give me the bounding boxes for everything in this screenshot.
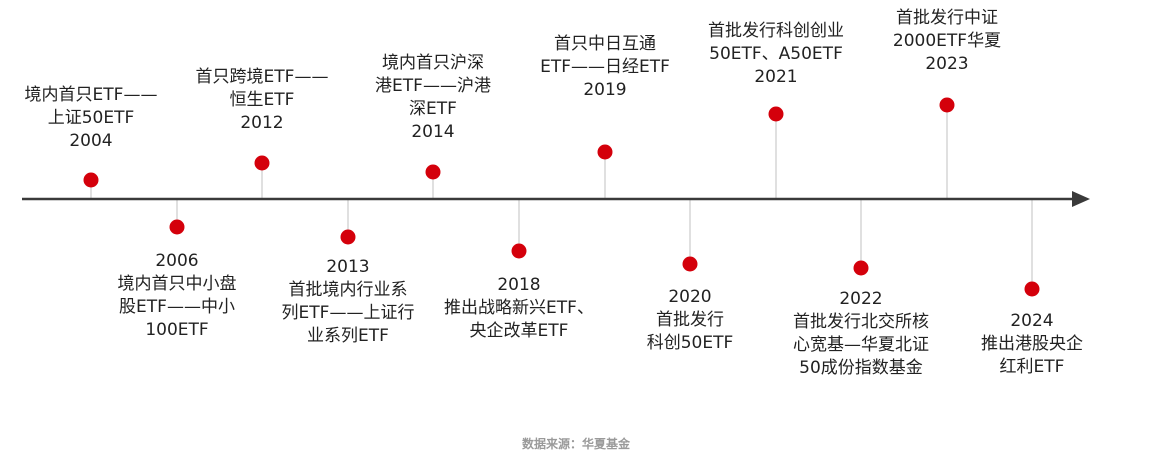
- event-description-line: 100ETF: [145, 320, 209, 340]
- event-description-line: 首批发行北交所核: [793, 312, 929, 332]
- event-description-line: 首只中日互通: [554, 34, 656, 54]
- event-description-line: 50成份指数基金: [799, 358, 923, 378]
- event-description-line: 科创50ETF: [646, 333, 734, 353]
- event-year: 2020: [668, 287, 712, 307]
- event-year: 2018: [497, 275, 541, 295]
- event-dot-2021: [768, 106, 784, 122]
- event-description-line: 深ETF: [409, 99, 457, 119]
- event-label-2022: 2022 首批发行北交所核 心宽基—华夏北证 50成份指数基金: [766, 288, 956, 380]
- event-year: 2024: [1010, 311, 1054, 331]
- event-year: 2013: [326, 257, 370, 277]
- event-description-line: 推出战略新兴ETF、: [444, 298, 594, 318]
- event-year: 2006: [155, 251, 199, 271]
- event-description-line: 首批境内行业系: [288, 280, 408, 300]
- event-label-2012: 首只跨境ETF—— 恒生ETF 2012: [167, 66, 357, 135]
- event-dot-2014: [425, 164, 441, 180]
- event-dot-2018: [511, 243, 527, 259]
- event-description-line: 心宽基—华夏北证: [793, 335, 929, 355]
- event-year: 2004: [69, 131, 113, 151]
- event-description-line: 首批发行科创创业: [708, 21, 844, 41]
- event-year: 2023: [925, 54, 969, 74]
- event-label-2020: 2020 首批发行科创50ETF: [595, 286, 785, 355]
- event-year: 2019: [583, 80, 627, 100]
- event-label-2018: 2018 推出战略新兴ETF、 央企改革ETF: [424, 274, 614, 343]
- event-description-line: 50ETF、A50ETF: [709, 44, 843, 64]
- event-dot-2022: [853, 260, 869, 276]
- event-year: 2022: [839, 289, 883, 309]
- timeline-arrow-head: [1072, 191, 1090, 207]
- event-description-line: ETF——日经ETF: [540, 57, 670, 77]
- data-source-note: 数据来源：华夏基金: [521, 437, 630, 451]
- event-description-line: 股ETF——中小: [119, 297, 235, 317]
- event-label-2019: 首只中日互通 ETF——日经ETF 2019: [510, 33, 700, 102]
- event-label-2023: 首批发行中证 2000ETF华夏 2023: [852, 7, 1042, 76]
- event-dot-2019: [597, 144, 613, 160]
- event-label-2013: 2013 首批境内行业系 列ETF——上证行 业系列ETF: [253, 256, 443, 348]
- event-label-2024: 2024 推出港股央企 红利ETF: [937, 310, 1127, 379]
- event-year: 2012: [240, 113, 284, 133]
- event-description-line: 境内首只中小盘: [117, 274, 237, 294]
- event-year: 2014: [411, 122, 455, 142]
- event-label-2021: 首批发行科创创业 50ETF、A50ETF 2021: [681, 20, 871, 89]
- event-description-line: 业系列ETF: [307, 326, 389, 346]
- event-description-line: 红利ETF: [999, 357, 1065, 377]
- event-dot-2006: [169, 219, 185, 235]
- event-description-line: 2000ETF华夏: [892, 31, 1002, 51]
- event-label-2004: 境内首只ETF—— 上证50ETF 2004: [0, 84, 186, 153]
- timeline-stems: [90, 105, 1033, 289]
- event-description-line: 境内首只沪深: [382, 53, 484, 73]
- event-year: 2021: [754, 67, 798, 87]
- event-description-line: 恒生ETF: [229, 90, 295, 110]
- event-description-line: 上证50ETF: [47, 108, 135, 128]
- event-dot-2012: [254, 155, 270, 171]
- event-description-line: 首只跨境ETF——: [195, 67, 329, 87]
- event-description-line: 境内首只ETF——: [24, 85, 158, 105]
- event-dot-2023: [939, 97, 955, 113]
- event-label-2006: 2006 境内首只中小盘 股ETF——中小 100ETF: [82, 250, 272, 342]
- event-description-line: 列ETF——上证行: [281, 303, 415, 323]
- timeline-dots: [83, 97, 1040, 297]
- event-dot-2020: [682, 256, 698, 272]
- event-dot-2013: [340, 229, 356, 245]
- event-label-2014: 境内首只沪深 港ETF——沪港 深ETF 2014: [338, 52, 528, 144]
- event-description-line: 港ETF——沪港: [375, 76, 491, 96]
- event-dot-2004: [83, 172, 99, 188]
- event-description-line: 推出港股央企: [981, 334, 1083, 354]
- event-description-line: 央企改革ETF: [469, 321, 569, 341]
- event-dot-2024: [1024, 281, 1040, 297]
- event-description-line: 首批发行中证: [896, 8, 998, 28]
- event-description-line: 首批发行: [656, 310, 724, 330]
